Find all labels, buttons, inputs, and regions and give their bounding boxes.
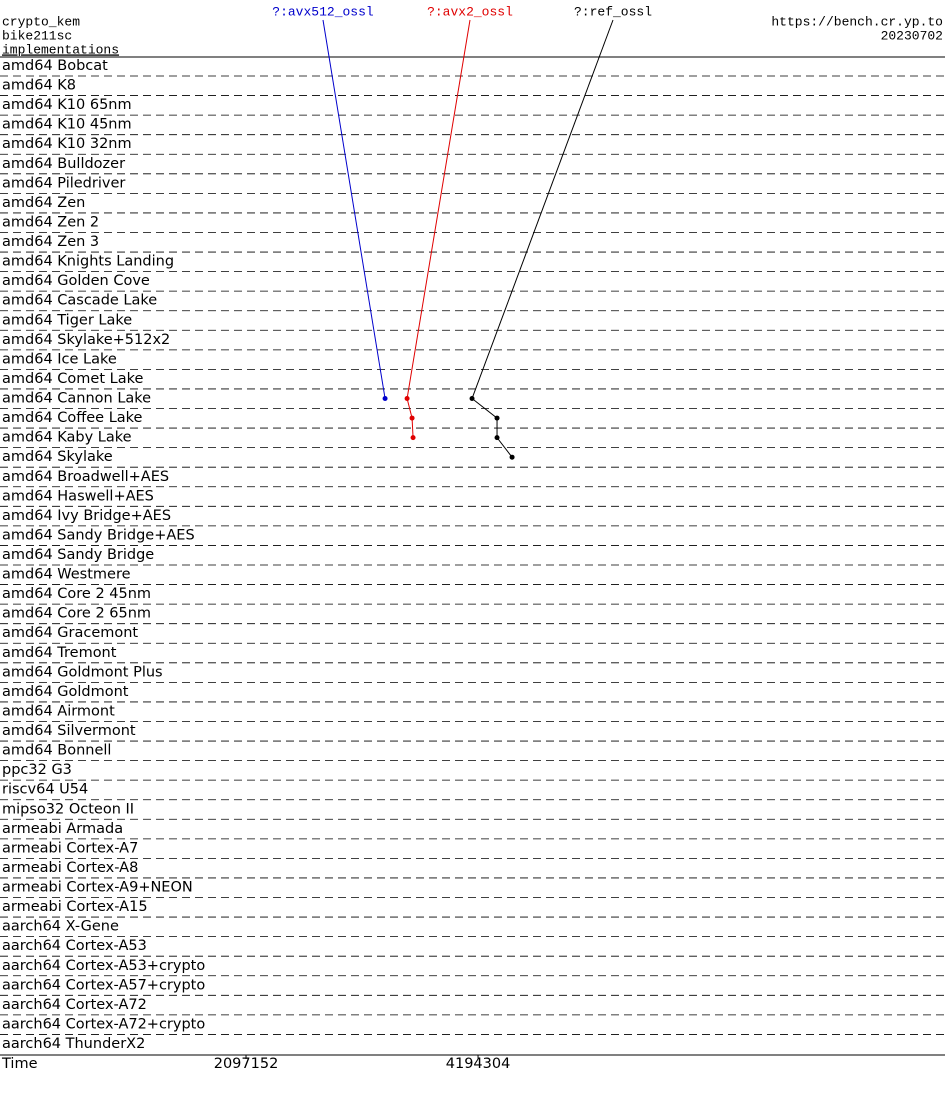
legend-label: ?:ref_ossl [574,4,652,19]
row-label: amd64 Goldmont [2,684,129,700]
row-label: amd64 Comet Lake [2,371,143,387]
row-label: amd64 Haswell+AES [2,488,154,504]
row-label: aarch64 X-Gene [2,919,119,935]
row-label: armeabi Armada [2,821,123,837]
legend-label: ?:avx512_ossl [272,4,374,19]
row-label: amd64 Zen 3 [2,234,99,250]
row-label: amd64 Tremont [2,645,117,661]
row-label: armeabi Cortex-A15 [2,899,148,915]
row-label: aarch64 ThunderX2 [2,1036,145,1052]
row-label: amd64 K10 45nm [2,117,132,133]
row-label: armeabi Cortex-A7 [2,840,138,856]
row-label: amd64 Tiger Lake [2,312,132,328]
row-label: amd64 Knights Landing [2,254,174,270]
date: 20230702 [881,28,943,43]
legend-leader [322,19,386,399]
row-label: amd64 Broadwell+AES [2,469,169,485]
row-label: amd64 Core 2 45nm [2,586,151,602]
x-tick-label: 2097152 [214,1056,279,1072]
data-point [382,396,388,402]
row-label: amd64 Kaby Lake [2,430,132,446]
x-tick-label: 4194304 [446,1056,511,1072]
row-label: amd64 Westmere [2,567,131,583]
data-point [509,454,515,460]
row-label: aarch64 Cortex-A53 [2,938,147,954]
row-label: amd64 Cascade Lake [2,293,157,309]
data-point [494,415,500,421]
row-label: amd64 Skylake [2,449,113,465]
row-label: amd64 Goldmont Plus [2,664,163,680]
row-label: amd64 Ivy Bridge+AES [2,508,171,524]
site-url[interactable]: https://bench.cr.yp.to [771,14,943,29]
series-line [471,398,513,458]
row-label: amd64 Bonnell [2,743,111,759]
header-line: crypto_kem [2,14,80,29]
row-label: amd64 Piledriver [2,175,125,191]
data-point [410,435,416,441]
row-label: amd64 Ice Lake [2,351,117,367]
row-label: aarch64 Cortex-A72 [2,997,147,1013]
header-link[interactable]: implementations [2,42,119,57]
legend-leader [406,19,471,399]
row-label: amd64 Zen 2 [2,214,99,230]
data-point [404,396,410,402]
row-label: amd64 Golden Cove [2,273,150,289]
row-label: aarch64 Cortex-A53+crypto [2,958,205,974]
row-label: ppc32 G3 [2,762,72,778]
row-label: aarch64 Cortex-A57+crypto [2,977,205,993]
row-label: amd64 Bulldozer [2,156,125,172]
row-label: riscv64 U54 [2,782,88,798]
data-point [409,415,415,421]
row-label: armeabi Cortex-A9+NEON [2,880,193,896]
row-label: amd64 Cannon Lake [2,391,151,407]
row-label: amd64 Sandy Bridge+AES [2,527,195,543]
data-point [494,435,500,441]
row-label: amd64 K10 32nm [2,136,132,152]
data-point [469,396,475,402]
row-label: amd64 K10 65nm [2,97,132,113]
row-label: aarch64 Cortex-A72+crypto [2,1016,205,1032]
row-label: amd64 Skylake+512x2 [2,332,170,348]
row-label: mipso32 Octeon II [2,801,134,817]
row-label: amd64 K8 [2,78,76,94]
row-label: amd64 Silvermont [2,723,136,739]
row-label: amd64 Coffee Lake [2,410,143,426]
legend-leader [471,19,614,399]
row-label: armeabi Cortex-A8 [2,860,138,876]
row-label: amd64 Bobcat [2,58,108,74]
row-label: amd64 Gracemont [2,625,138,641]
legend-label: ?:avx2_ossl [427,4,513,19]
x-axis-label: Time [1,1056,38,1072]
row-label: amd64 Core 2 65nm [2,606,151,622]
row-label: amd64 Zen [2,195,85,211]
header-line: bike211sc [2,28,72,43]
row-label: amd64 Airmont [2,703,115,719]
row-label: amd64 Sandy Bridge [2,547,154,563]
